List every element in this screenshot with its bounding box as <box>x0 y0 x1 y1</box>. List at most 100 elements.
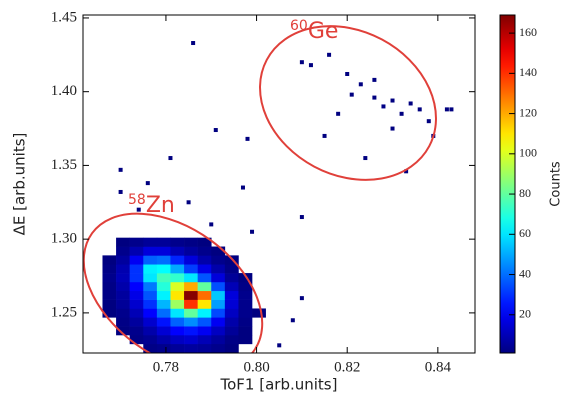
bin-cell <box>197 246 212 256</box>
bin-cell <box>211 335 226 345</box>
bin-cell <box>170 308 185 318</box>
bin-cell <box>102 290 117 300</box>
count-point <box>277 343 282 348</box>
bin-cell <box>184 335 198 345</box>
bin-cell <box>143 317 158 327</box>
count-point <box>404 169 409 174</box>
bin-cell <box>170 343 185 353</box>
colorbar-tick-label: 40 <box>519 266 531 280</box>
y-tick-label: 1.35 <box>51 157 77 173</box>
bin-cell <box>238 326 253 336</box>
bin-cell <box>184 273 198 283</box>
bin-cell <box>143 335 158 345</box>
bin-cell <box>129 326 144 336</box>
y-tick-label: 1.25 <box>51 304 77 320</box>
bin-cell <box>129 317 144 327</box>
bin-cell <box>116 264 130 274</box>
bin-cell <box>184 343 198 353</box>
bin-cell <box>170 246 185 256</box>
bin-cell <box>224 326 239 336</box>
count-point <box>363 156 368 161</box>
bin-cell <box>143 273 158 283</box>
bin-cell <box>211 317 226 327</box>
colorbar-tick-label: 160 <box>519 25 537 39</box>
colorbar-tick-label: 120 <box>519 105 537 119</box>
bin-cell <box>129 335 144 345</box>
bin-cell <box>156 273 171 283</box>
bin-cell <box>116 237 130 247</box>
bin-cell <box>156 317 171 327</box>
bin-cell <box>129 273 144 283</box>
bin-cell <box>197 281 212 292</box>
bin-cell <box>170 299 185 309</box>
count-point <box>336 111 341 116</box>
element: Ge <box>308 19 339 44</box>
bin-cell <box>197 317 212 327</box>
bin-cell <box>197 273 212 283</box>
bin-cell <box>143 326 158 336</box>
bin-cell <box>184 246 198 256</box>
bin-cell <box>129 299 144 309</box>
count-point <box>240 185 245 190</box>
bin-cell <box>184 308 198 318</box>
count-point <box>449 107 454 112</box>
bin-cell <box>184 290 198 300</box>
x-tick-label: 0.78 <box>153 359 179 375</box>
bin-cell <box>156 343 171 353</box>
bin-cell <box>211 290 226 300</box>
x-axis-label: ToF1 [arb.units] <box>220 376 338 394</box>
x-tick-label: 0.82 <box>334 359 360 375</box>
bin-cell <box>211 246 226 256</box>
bin-cell <box>116 317 130 327</box>
mass-number: 58 <box>128 192 146 208</box>
bin-cell <box>197 264 212 274</box>
bin-cell <box>156 290 171 300</box>
count-point <box>322 133 327 138</box>
bin-cell <box>170 264 185 274</box>
bin-cell <box>224 281 239 292</box>
count-point <box>358 82 363 87</box>
count-point <box>118 167 123 172</box>
bin-cell <box>184 255 198 265</box>
bin-cell <box>184 237 198 247</box>
bin-cell <box>184 299 198 309</box>
bin-cell <box>211 343 226 353</box>
bin-cell <box>224 308 239 318</box>
count-point <box>390 98 395 103</box>
bin-cell <box>170 335 185 345</box>
bin-cell <box>170 281 185 292</box>
bin-cell <box>143 290 158 300</box>
bin-cell <box>197 326 212 336</box>
bin-cell <box>238 308 253 318</box>
bin-cell <box>102 255 117 265</box>
bin-cell <box>224 290 239 300</box>
count-point <box>444 107 449 112</box>
bin-cell <box>156 255 171 265</box>
count-point <box>349 92 354 97</box>
colorbar-tick-label: 100 <box>519 146 537 160</box>
bin-cell <box>156 246 171 256</box>
count-point <box>250 229 255 234</box>
count-point <box>186 200 191 205</box>
count-point <box>213 128 218 133</box>
bin-cell <box>211 308 226 318</box>
count-point <box>136 207 141 212</box>
bin-cell <box>143 255 158 265</box>
count-point <box>299 215 304 220</box>
count-point <box>390 126 395 131</box>
ellipses <box>83 25 437 353</box>
bin-cell <box>184 281 198 292</box>
bin-cell <box>211 281 226 292</box>
count-point <box>290 318 295 323</box>
bin-cell <box>156 237 171 247</box>
annotation-ge: 60Ge <box>290 18 338 44</box>
bin-cell <box>102 299 117 309</box>
count-point <box>345 71 350 76</box>
bin-cell <box>156 264 171 274</box>
bin-cell <box>116 326 130 336</box>
ge-ellipse <box>259 25 437 181</box>
bin-cell <box>129 255 144 265</box>
plot-area <box>102 41 454 353</box>
bin-cell <box>129 237 144 247</box>
colorbar <box>499 14 516 354</box>
